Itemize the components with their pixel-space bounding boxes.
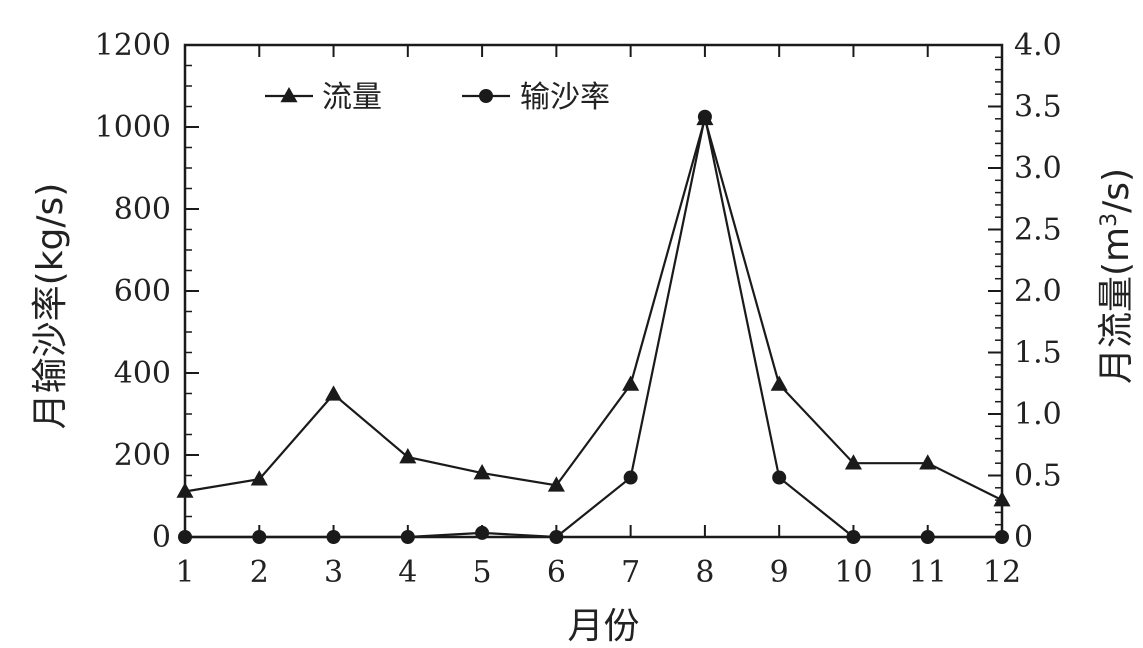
right-y-tick-label: 3.0 xyxy=(1014,151,1062,186)
x-tick-label: 8 xyxy=(695,555,714,590)
right-y-tick-label: 0.5 xyxy=(1014,459,1062,494)
right-y-tick-label: 0 xyxy=(1014,520,1033,555)
right-y-tick-label: 2.5 xyxy=(1014,213,1062,248)
left-y-tick-label: 800 xyxy=(114,192,171,227)
sediment-point xyxy=(549,530,564,544)
left-y-tick-labels: 0 200 400 600 800 1000 1200 xyxy=(95,28,171,555)
legend: 流量 输沙率 xyxy=(265,80,610,115)
right-y-tick-label: 3.5 xyxy=(1014,90,1062,125)
left-y-axis-title: 月输沙率(kg/s) xyxy=(30,183,71,430)
flow-point xyxy=(176,482,194,498)
plot-frame xyxy=(183,43,1004,539)
flow-point xyxy=(324,385,343,401)
x-tick-label: 7 xyxy=(621,555,640,590)
flow-point xyxy=(547,476,565,492)
x-tick-label: 1 xyxy=(175,555,194,590)
left-y-tick-label: 1000 xyxy=(95,110,171,145)
sediment-point xyxy=(475,525,490,540)
left-y-tick-label: 1200 xyxy=(95,28,171,63)
sediment-point xyxy=(326,530,341,544)
legend-sediment-label: 输沙率 xyxy=(520,80,610,115)
x-tick-label: 5 xyxy=(473,555,492,590)
left-y-tick-label: 0 xyxy=(152,520,171,555)
right-y-tick-label: 1.5 xyxy=(1014,336,1062,371)
right-y-tick-labels: 0 0.5 1.0 1.5 2.0 2.5 3.0 3.5 4.0 xyxy=(1014,28,1062,555)
right-y-tick-label: 1.0 xyxy=(1014,397,1062,432)
right-y-title-prefix: 月流量(m xyxy=(1096,227,1137,384)
x-tick-label: 10 xyxy=(834,555,872,590)
left-y-tick-label: 600 xyxy=(114,274,171,309)
flow-point xyxy=(844,454,863,470)
x-tick-label: 6 xyxy=(547,555,566,590)
right-y-tick-label: 4.0 xyxy=(1014,28,1062,63)
x-tick-label: 11 xyxy=(909,555,947,590)
sediment-point xyxy=(772,470,787,485)
sediment-point xyxy=(920,530,935,544)
sediment-point xyxy=(400,530,415,544)
flow-point xyxy=(919,454,937,470)
right-y-title-suffix: /s) xyxy=(1096,168,1137,213)
x-tick-label: 9 xyxy=(770,555,789,590)
sediment-point xyxy=(623,470,638,485)
flow-point xyxy=(770,375,788,391)
left-y-tick-label: 400 xyxy=(114,356,171,391)
sediment-series-line xyxy=(185,116,1002,539)
sediment-point xyxy=(178,530,192,544)
flow-point xyxy=(993,491,1011,507)
right-y-axis-title: 月流量(m3/s) xyxy=(1096,168,1137,384)
right-y-tick-label: 2.0 xyxy=(1014,274,1062,309)
x-tick-label: 4 xyxy=(398,555,417,590)
series-layer xyxy=(176,109,1011,544)
legend-flow-label: 流量 xyxy=(322,80,382,115)
flow-point xyxy=(399,448,417,464)
x-tick-label: 2 xyxy=(250,555,269,590)
flow-point xyxy=(250,470,268,486)
sediment-point xyxy=(846,530,861,544)
x-tick-labels: 1 2 3 4 5 6 7 8 9 10 11 12 xyxy=(175,555,1021,590)
x-tick-label: 12 xyxy=(983,555,1021,590)
sediment-point xyxy=(252,530,267,544)
flow-point xyxy=(622,375,640,391)
legend-item-flow: 流量 xyxy=(265,80,382,115)
sediment-point xyxy=(697,109,712,124)
x-tick-label: 3 xyxy=(324,555,343,590)
flow-series-line xyxy=(184,114,1003,502)
right-y-title-sup: 3 xyxy=(1097,213,1122,227)
x-axis-title: 月份 xyxy=(567,606,639,647)
legend-item-sediment: 输沙率 xyxy=(462,80,610,115)
legend-flow-triangle-marker xyxy=(280,87,298,103)
sediment-point xyxy=(995,530,1009,544)
legend-sediment-circle-marker xyxy=(479,89,493,103)
flow-point xyxy=(473,464,491,480)
left-y-tick-label: 200 xyxy=(114,438,171,473)
